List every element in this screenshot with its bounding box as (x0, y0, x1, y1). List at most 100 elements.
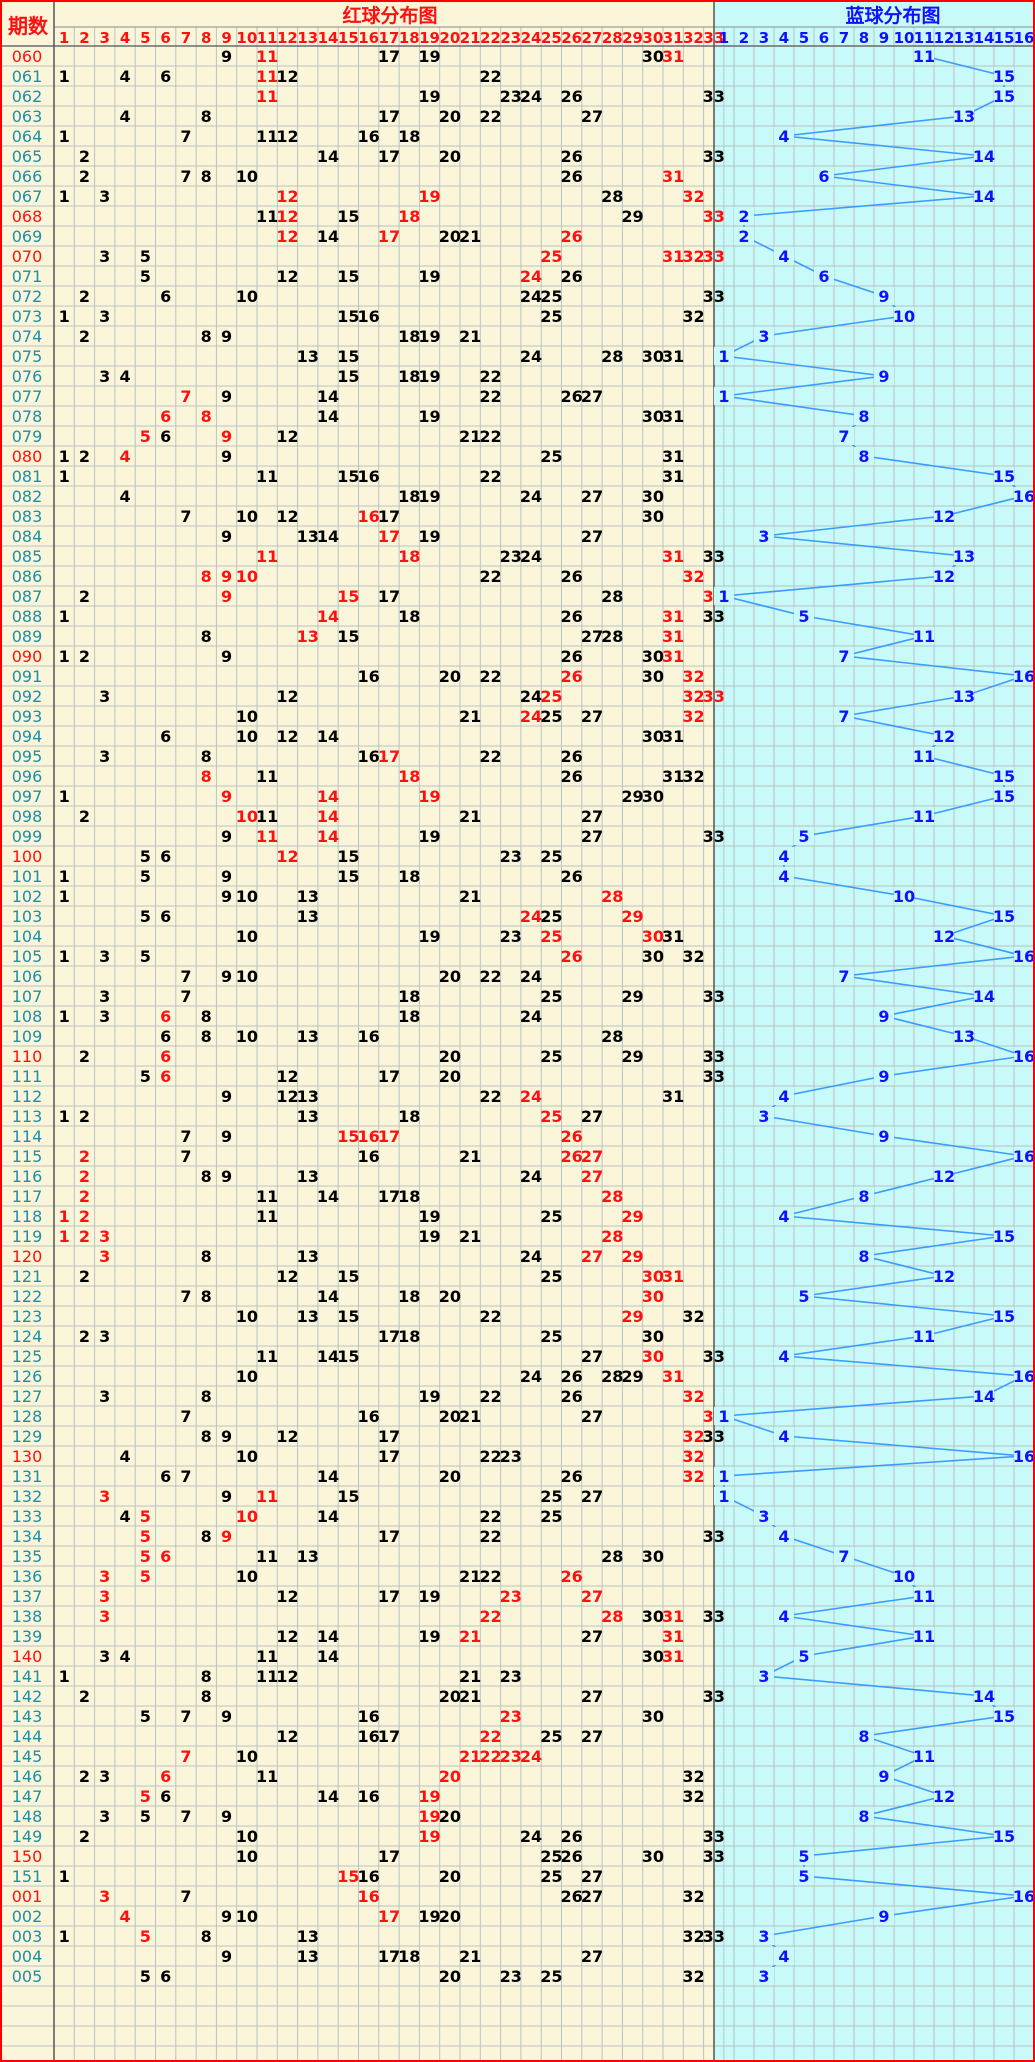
red-ball: 14 (317, 387, 339, 406)
blue-ball-bg (714, 1467, 734, 1485)
period-label: 090 (12, 647, 43, 666)
red-ball: 8 (201, 1007, 212, 1026)
blue-ball-bg (874, 1007, 894, 1025)
red-ball: 23 (500, 1447, 522, 1466)
period-label: 068 (12, 207, 43, 226)
red-ball: 30 (642, 947, 664, 966)
period-label: 119 (12, 1227, 43, 1246)
red-ball: 20 (439, 107, 461, 126)
red-column-number: 30 (642, 29, 663, 47)
red-ball: 26 (561, 267, 583, 286)
red-ball-repeat: 27 (581, 1587, 603, 1606)
red-column-number: 14 (318, 29, 339, 47)
red-ball: 8 (201, 747, 212, 766)
red-ball: 17 (378, 47, 400, 66)
red-column-number: 9 (221, 29, 231, 47)
blue-column-number: 3 (759, 29, 769, 47)
red-ball: 5 (140, 1067, 151, 1086)
red-ball-repeat: 30 (642, 1267, 664, 1286)
red-ball-repeat: 9 (221, 587, 232, 606)
red-ball-repeat: 29 (621, 907, 643, 926)
red-ball: 25 (540, 847, 562, 866)
blue-ball-bg (734, 227, 754, 245)
red-ball: 21 (459, 807, 481, 826)
red-ball-repeat: 19 (418, 1827, 440, 1846)
blue-ball: 7 (838, 707, 849, 726)
red-ball: 7 (180, 1887, 191, 1906)
red-ball: 31 (662, 927, 684, 946)
red-ball: 1 (59, 1107, 70, 1126)
red-ball-repeat: 5 (140, 427, 151, 446)
blue-ball: 6 (818, 267, 829, 286)
red-ball: 15 (337, 347, 359, 366)
red-ball: 18 (398, 487, 420, 506)
red-ball: 1 (59, 1667, 70, 1686)
blue-ball-bg (974, 1687, 994, 1705)
red-ball: 30 (642, 1847, 664, 1866)
red-ball: 9 (221, 527, 232, 546)
blue-ball-bg (994, 1227, 1014, 1245)
blue-ball-bg (914, 1327, 934, 1345)
red-ball: 15 (337, 207, 359, 226)
red-ball: 13 (297, 1167, 319, 1186)
period-label: 073 (12, 307, 43, 326)
red-column-number: 29 (622, 29, 643, 47)
period-label: 072 (12, 287, 43, 306)
blue-ball: 5 (798, 607, 809, 626)
blue-ball-bg (1014, 1147, 1034, 1165)
period-label: 114 (12, 1127, 43, 1146)
red-ball-title: 红球分布图 (342, 4, 437, 27)
period-labels-layer: 0600610620630640650660670680690700710720… (12, 47, 43, 1986)
blue-ball: 2 (738, 207, 749, 226)
red-ball: 27 (581, 1107, 603, 1126)
red-ball: 11 (256, 1347, 278, 1366)
red-ball: 25 (540, 447, 562, 466)
red-column-number: 3 (100, 29, 110, 47)
red-ball: 21 (459, 707, 481, 726)
blue-ball: 15 (993, 1827, 1015, 1846)
red-ball-repeat: 26 (561, 1567, 583, 1586)
red-ball: 15 (337, 367, 359, 386)
red-ball-repeat: 11 (256, 47, 278, 66)
red-ball: 26 (561, 607, 583, 626)
red-ball-repeat: 31 (662, 607, 684, 626)
red-ball: 11 (256, 1187, 278, 1206)
red-ball: 6 (160, 1967, 171, 1986)
blue-ball-bg (974, 987, 994, 1005)
red-ball-repeat: 31 (662, 47, 684, 66)
period-label: 146 (12, 1767, 43, 1786)
red-ball: 22 (479, 1527, 501, 1546)
red-ball-repeat: 17 (378, 227, 400, 246)
red-ball: 16 (358, 1707, 380, 1726)
red-column-number: 24 (521, 29, 542, 47)
red-ball: 9 (221, 1127, 232, 1146)
blue-ball-bg (814, 167, 834, 185)
red-ball: 6 (160, 1787, 171, 1806)
red-ball: 31 (662, 407, 684, 426)
red-ball-repeat: 32 (682, 667, 704, 686)
blue-ball-bg (854, 1727, 874, 1745)
red-ball: 15 (337, 867, 359, 886)
red-ball: 32 (682, 947, 704, 966)
red-ball-repeat: 24 (520, 907, 542, 926)
red-ball: 25 (540, 287, 562, 306)
blue-ball: 6 (818, 167, 829, 186)
blue-ball: 12 (933, 927, 955, 946)
red-ball-repeat: 4 (119, 447, 130, 466)
period-label: 078 (12, 407, 43, 426)
red-ball: 27 (581, 387, 603, 406)
period-label: 116 (12, 1167, 43, 1186)
blue-ball-bg (1014, 1047, 1034, 1065)
red-ball: 11 (256, 207, 278, 226)
red-ball: 3 (99, 687, 110, 706)
red-ball: 9 (221, 967, 232, 986)
red-ball: 12 (276, 507, 298, 526)
red-ball: 18 (398, 327, 420, 346)
red-ball-repeat: 6 (160, 1547, 171, 1566)
red-ball-repeat: 3 (99, 1607, 110, 1626)
red-ball: 4 (119, 487, 130, 506)
red-ball: 25 (540, 1507, 562, 1526)
red-ball: 22 (479, 1567, 501, 1586)
period-column-background (0, 0, 54, 2062)
period-label: 067 (12, 187, 43, 206)
